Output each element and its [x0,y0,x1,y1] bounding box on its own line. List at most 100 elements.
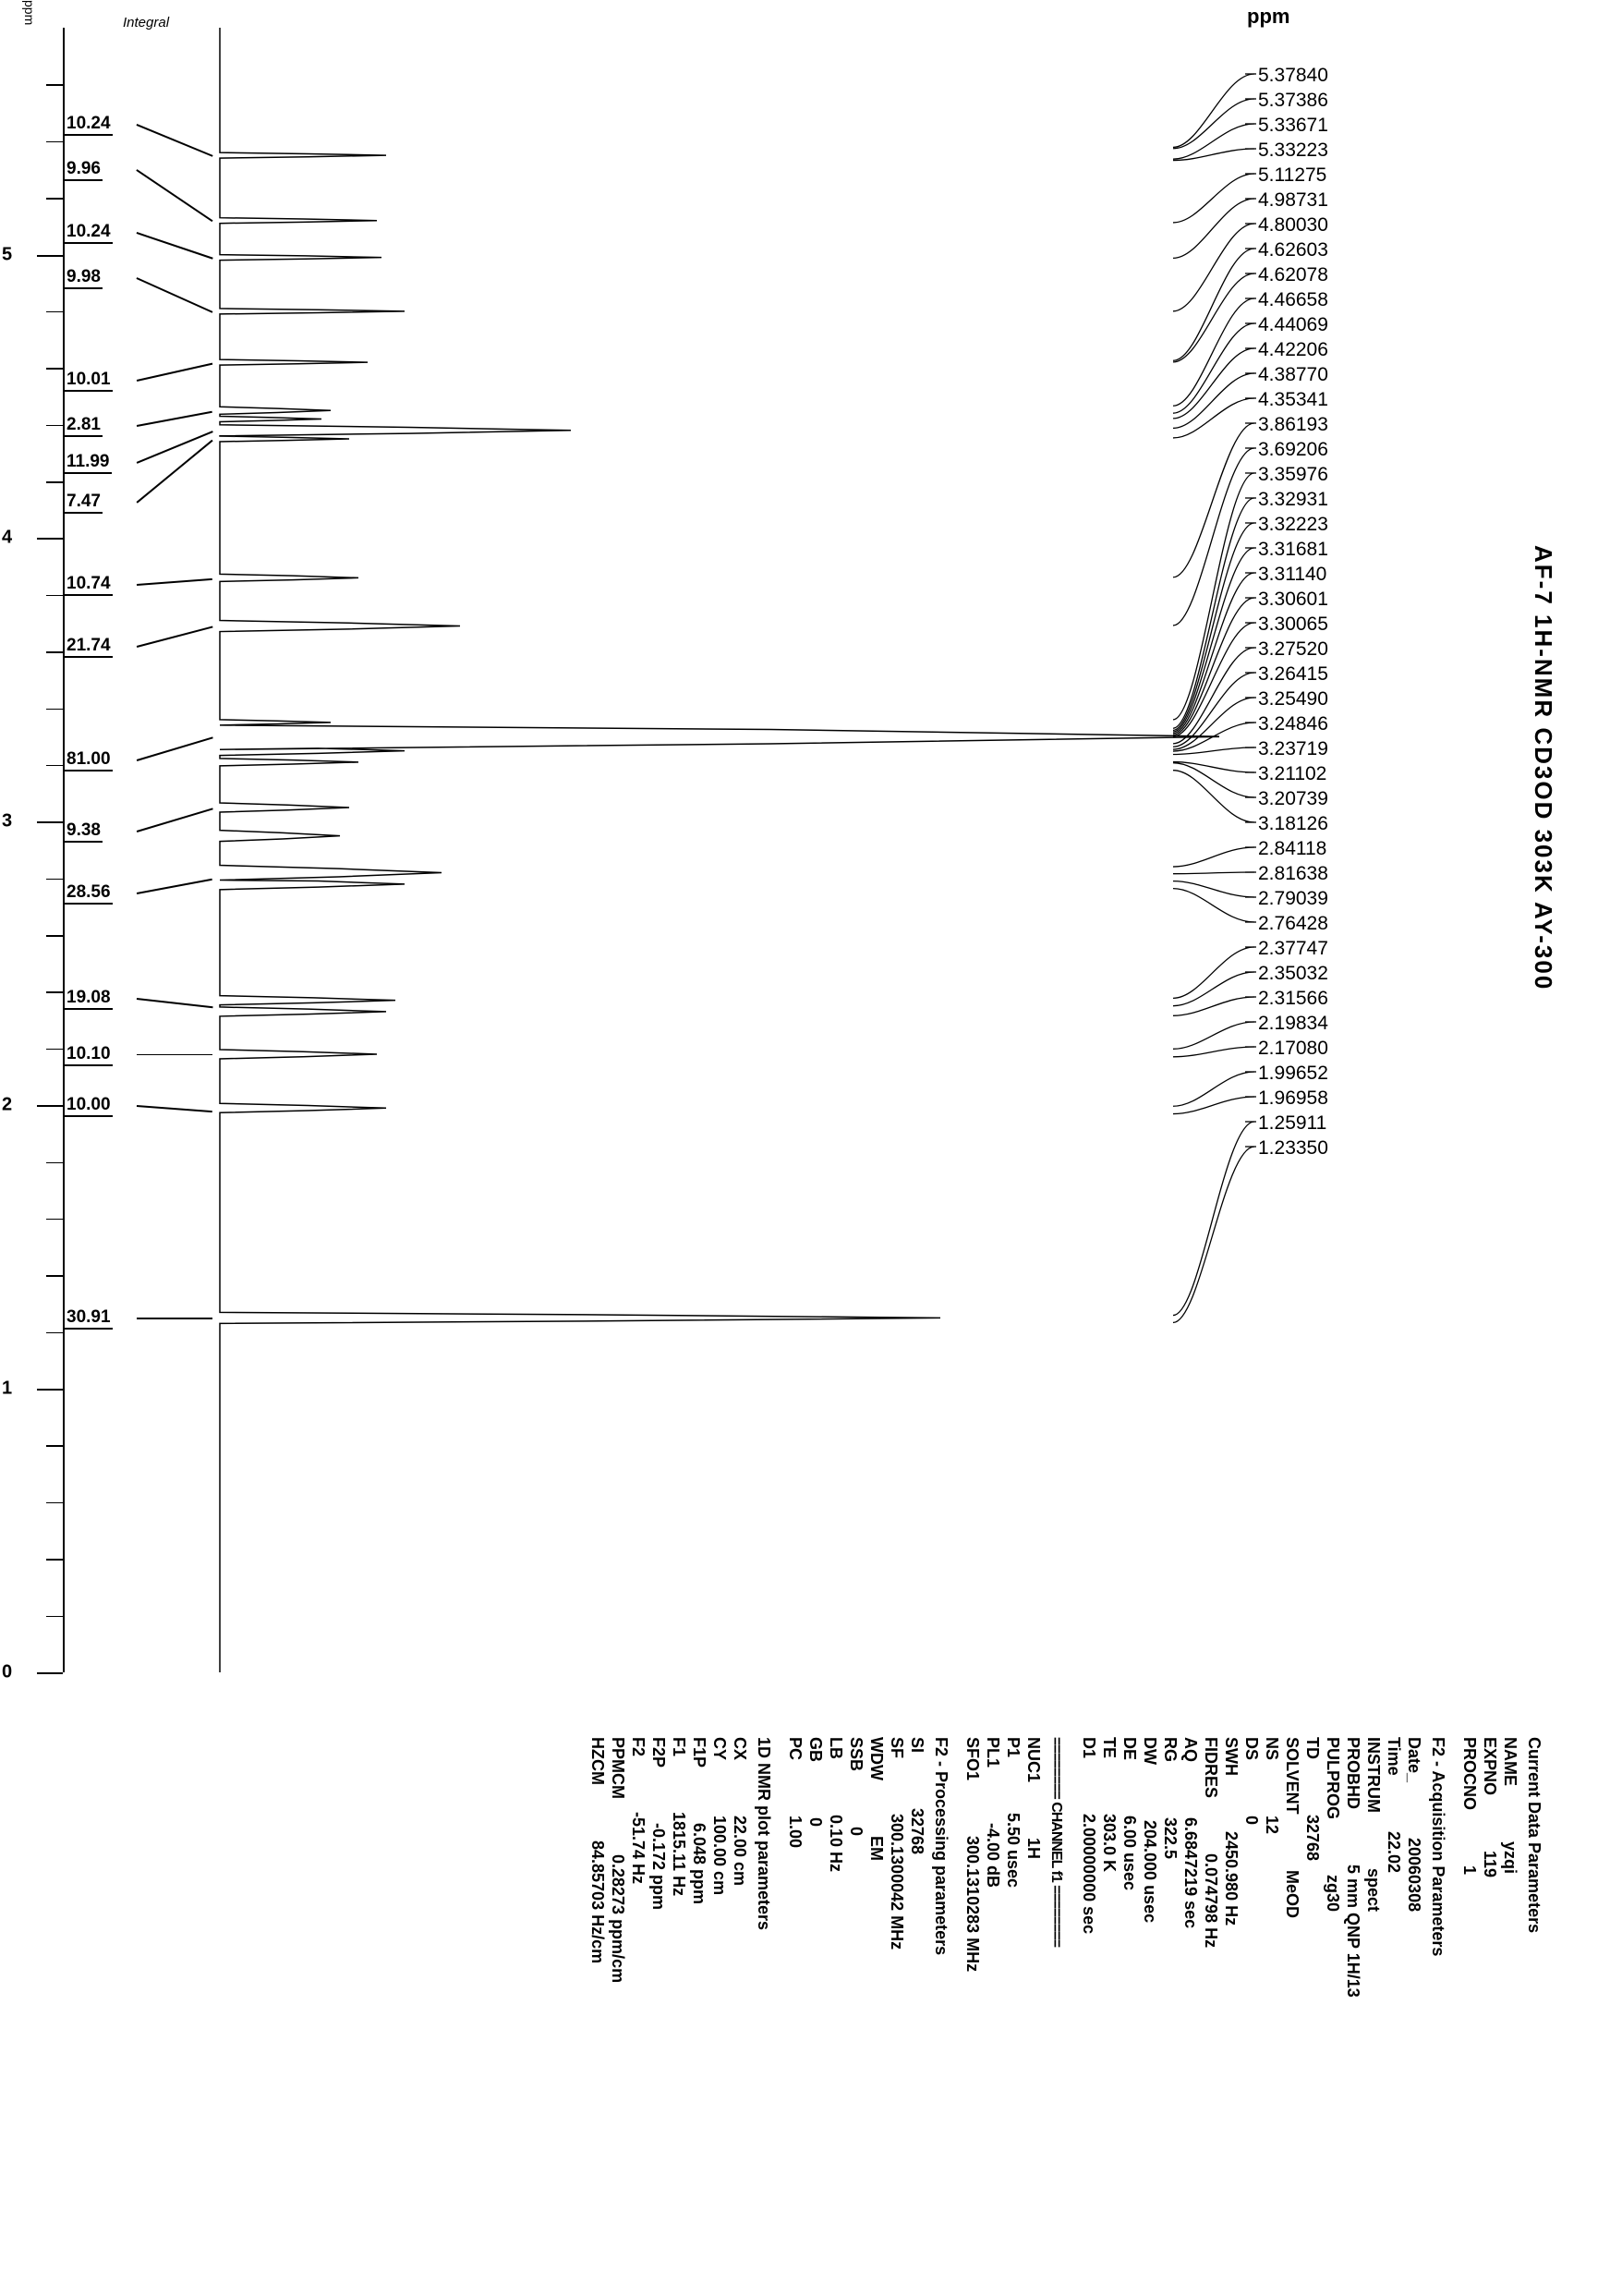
param-key: SWH [1221,1737,1241,1776]
param-row: NUC11H [1023,1737,1043,1859]
integral-value: 10.00 [65,1095,113,1117]
peak-value: 3.31140 [1258,564,1326,586]
param-value: 1815.11 Hz [669,1812,688,1896]
peak-value: 2.37747 [1258,938,1328,960]
integral-value: 10.01 [65,370,113,392]
sample-title: AF-7 1H-NMR CD3OD 303K AY-300 [1529,545,1557,990]
peak-value: 3.23719 [1258,738,1328,760]
peak-value: 4.62603 [1258,239,1328,261]
integral-value: 9.98 [65,267,103,289]
param-row: CY100.00 cm [709,1737,729,1895]
integral-value: 9.38 [65,820,103,843]
integral-column: Integral 10.249.9610.249.9810.012.8111.9… [55,28,212,1672]
param-value: 32768 [907,1808,926,1854]
peak-value: 1.25911 [1258,1112,1326,1135]
peak-value: 4.38770 [1258,364,1328,386]
peak-value: 4.42206 [1258,339,1328,361]
param-row: TD32768 [1302,1737,1322,1861]
param-key: F1P [689,1737,708,1768]
integral-value: 81.00 [65,749,113,771]
param-row: DS0 [1241,1737,1261,1825]
param-value: 0 [846,1827,865,1836]
param-value: -0.172 ppm [648,1823,668,1910]
peak-value: 3.27520 [1258,638,1328,661]
param-value: MeOD [1282,1870,1301,1918]
param-section-title: 1D NMR plot parameters [754,1737,773,1930]
param-key: PROCNO [1459,1737,1479,1810]
param-key: PC [785,1737,805,1760]
param-value: 204.000 usec [1140,1820,1159,1923]
param-row: Time22.02 [1384,1737,1403,1873]
param-row: F1 1815.11 Hz [669,1737,688,1896]
param-key: SSB [846,1737,865,1771]
integral-value: 30.91 [65,1307,113,1330]
param-key: NAME [1500,1737,1519,1786]
ppm-label-top: ppm [1247,5,1289,29]
peak-value: 3.26415 [1258,663,1328,686]
param-row: SF300.1300042 MHz [887,1737,906,1950]
param-row: F1P6.048 ppm [689,1737,708,1904]
param-row: SSB 0 [846,1737,865,1836]
param-value: 22.00 cm [730,1816,749,1886]
param-key: CX [730,1737,749,1760]
integral-value: 28.56 [65,882,113,905]
peak-value: 1.23350 [1258,1137,1328,1160]
peak-value: 5.33223 [1258,140,1328,162]
param-key: NS [1262,1737,1281,1760]
param-value: -4.00 dB [983,1823,1002,1888]
parameters-block: Current Data ParametersNAMEyzqiEXPNO119P… [305,1737,1598,2273]
param-value: -51.74 Hz [628,1812,648,1884]
param-key: DE [1120,1737,1139,1760]
param-key: PPMCM [608,1737,627,1799]
param-key: DW [1140,1737,1159,1765]
param-value: 1 [1459,1865,1479,1875]
param-key: TD [1302,1737,1322,1759]
param-row: PROBHD5 mm QNP 1H/13 [1343,1737,1362,1998]
integral-value: 2.81 [65,415,103,437]
peak-value: 2.81638 [1258,863,1328,885]
param-key: TE [1099,1737,1119,1758]
peak-value: 3.25490 [1258,688,1328,711]
param-row: PPMCM0.28273 ppm/cm [608,1737,627,1983]
param-value: 12 [1262,1816,1281,1834]
param-row: GB0 [805,1737,825,1827]
param-value: 322.5 [1160,1817,1180,1859]
param-row: F2-51.74 Hz [628,1737,648,1884]
peak-value: 3.30065 [1258,613,1328,636]
param-row: FIDRES0.074798 Hz [1201,1737,1220,1948]
param-key: HZCM [587,1737,607,1785]
param-value: 84.85703 Hz/cm [587,1840,607,1963]
param-row: PROCNO 1 [1459,1737,1479,1875]
param-section-title: Current Data Parameters [1524,1737,1543,1933]
param-key: PL1 [983,1737,1002,1768]
param-key: P1 [1003,1737,1023,1757]
integral-value: 9.96 [65,159,103,181]
peak-value: 5.37840 [1258,65,1328,87]
param-row: TE303.0 K [1099,1737,1119,1872]
peak-value: 3.69206 [1258,439,1328,461]
peak-value: 2.76428 [1258,913,1328,935]
param-row: AQ6.6847219 sec [1180,1737,1200,1928]
param-key: INSTRUM [1363,1737,1383,1813]
param-row: SWH2450.980 Hz [1221,1737,1241,1925]
param-key: F1 [669,1737,688,1756]
integral-header: Integral [123,15,169,30]
param-row: PULPROGzg30 [1323,1737,1342,1912]
param-row: F2P-0.172 ppm [648,1737,668,1910]
param-section-title: ======== CHANNEL f1 ======== [1047,1737,1064,1947]
peak-value: 3.24846 [1258,713,1328,735]
peak-value: 2.17080 [1258,1038,1328,1060]
param-value: yzqi [1500,1841,1519,1874]
axis-tick-label: 2 [2,1095,12,1116]
axis-unit-label-vertical: ppm [22,0,37,25]
integral-value: 19.08 [65,988,113,1010]
peak-value: 3.18126 [1258,813,1328,835]
peak-value: 5.37386 [1258,90,1328,112]
integral-value: 10.10 [65,1044,113,1066]
param-row: RG322.5 [1160,1737,1180,1859]
peak-value: 3.86193 [1258,414,1328,436]
param-key: D1 [1079,1737,1098,1758]
spectrum-trace [212,28,1219,1672]
param-value: 22.02 [1384,1831,1403,1873]
param-value: 0.10 Hz [826,1815,845,1872]
